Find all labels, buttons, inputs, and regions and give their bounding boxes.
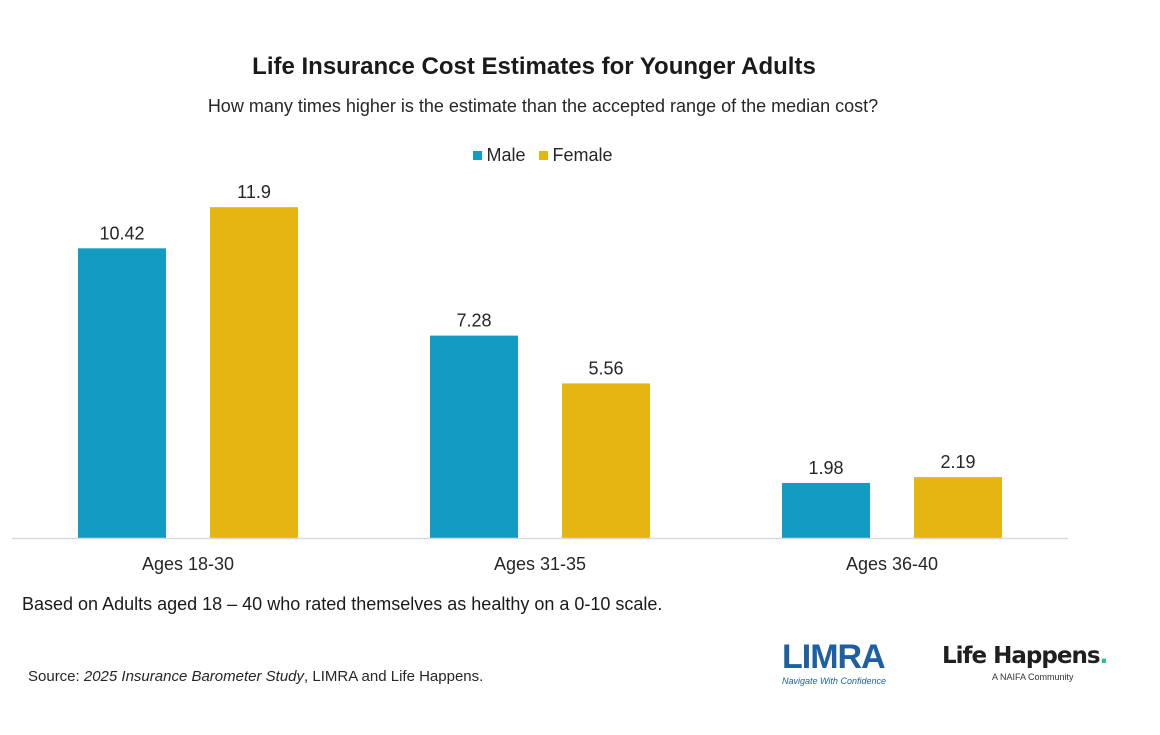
chart-title: Life Insurance Cost Estimates for Younge… (252, 53, 816, 80)
bar-female-3 (914, 477, 1002, 538)
chart-subtitle: How many times higher is the estimate th… (207, 96, 879, 116)
legend-label-female: Female (552, 145, 613, 165)
life-happens-wordmark: Life Happens (942, 643, 1101, 669)
legend: Male Female (0, 145, 1086, 166)
legend-item-female: Female (539, 145, 613, 166)
legend-item-male: Male (473, 145, 525, 166)
data-label-male-3: 1.98 (808, 458, 843, 478)
source-study: 2025 Insurance Barometer Study (83, 668, 305, 685)
legend-label-male: Male (486, 145, 526, 165)
x-tick-label: Ages 36-40 (846, 554, 938, 574)
bar-female-2 (562, 383, 650, 538)
bar-male-1 (78, 248, 166, 538)
limra-wordmark: LIMRA (782, 638, 886, 676)
source-prefix: Source: (28, 668, 84, 685)
bar-male-3 (782, 482, 870, 538)
legend-swatch-male (473, 151, 483, 160)
source-suffix: , LIMRA and Life Happens. (304, 668, 484, 685)
data-label-male-2: 7.28 (456, 311, 491, 331)
source-note: Source: 2025 Insurance Barometer Study, … (28, 668, 483, 685)
life-happens-logo: Life Happens. A NAIFA Community (942, 642, 1122, 682)
x-tick-label: Ages 31-35 (494, 554, 586, 574)
data-label-female-1: 11.9 (237, 182, 271, 202)
data-label-female-2: 5.56 (588, 358, 623, 378)
bar-female-1 (210, 207, 298, 538)
footnote: Based on Adults aged 18 – 40 who rated t… (22, 594, 663, 614)
limra-tagline: Navigate With Confidence (782, 676, 886, 686)
life-happens-tagline: A NAIFA Community (992, 672, 1074, 682)
limra-logo: LIMRA Navigate With Confidence (782, 640, 912, 686)
data-label-male-1: 10.42 (99, 223, 144, 243)
bar-male-2 (430, 335, 518, 538)
data-label-female-3: 2.19 (940, 452, 975, 472)
legend-swatch-female (539, 151, 549, 160)
x-tick-label: Ages 18-30 (142, 554, 234, 574)
life-happens-dot: . (1099, 643, 1109, 669)
